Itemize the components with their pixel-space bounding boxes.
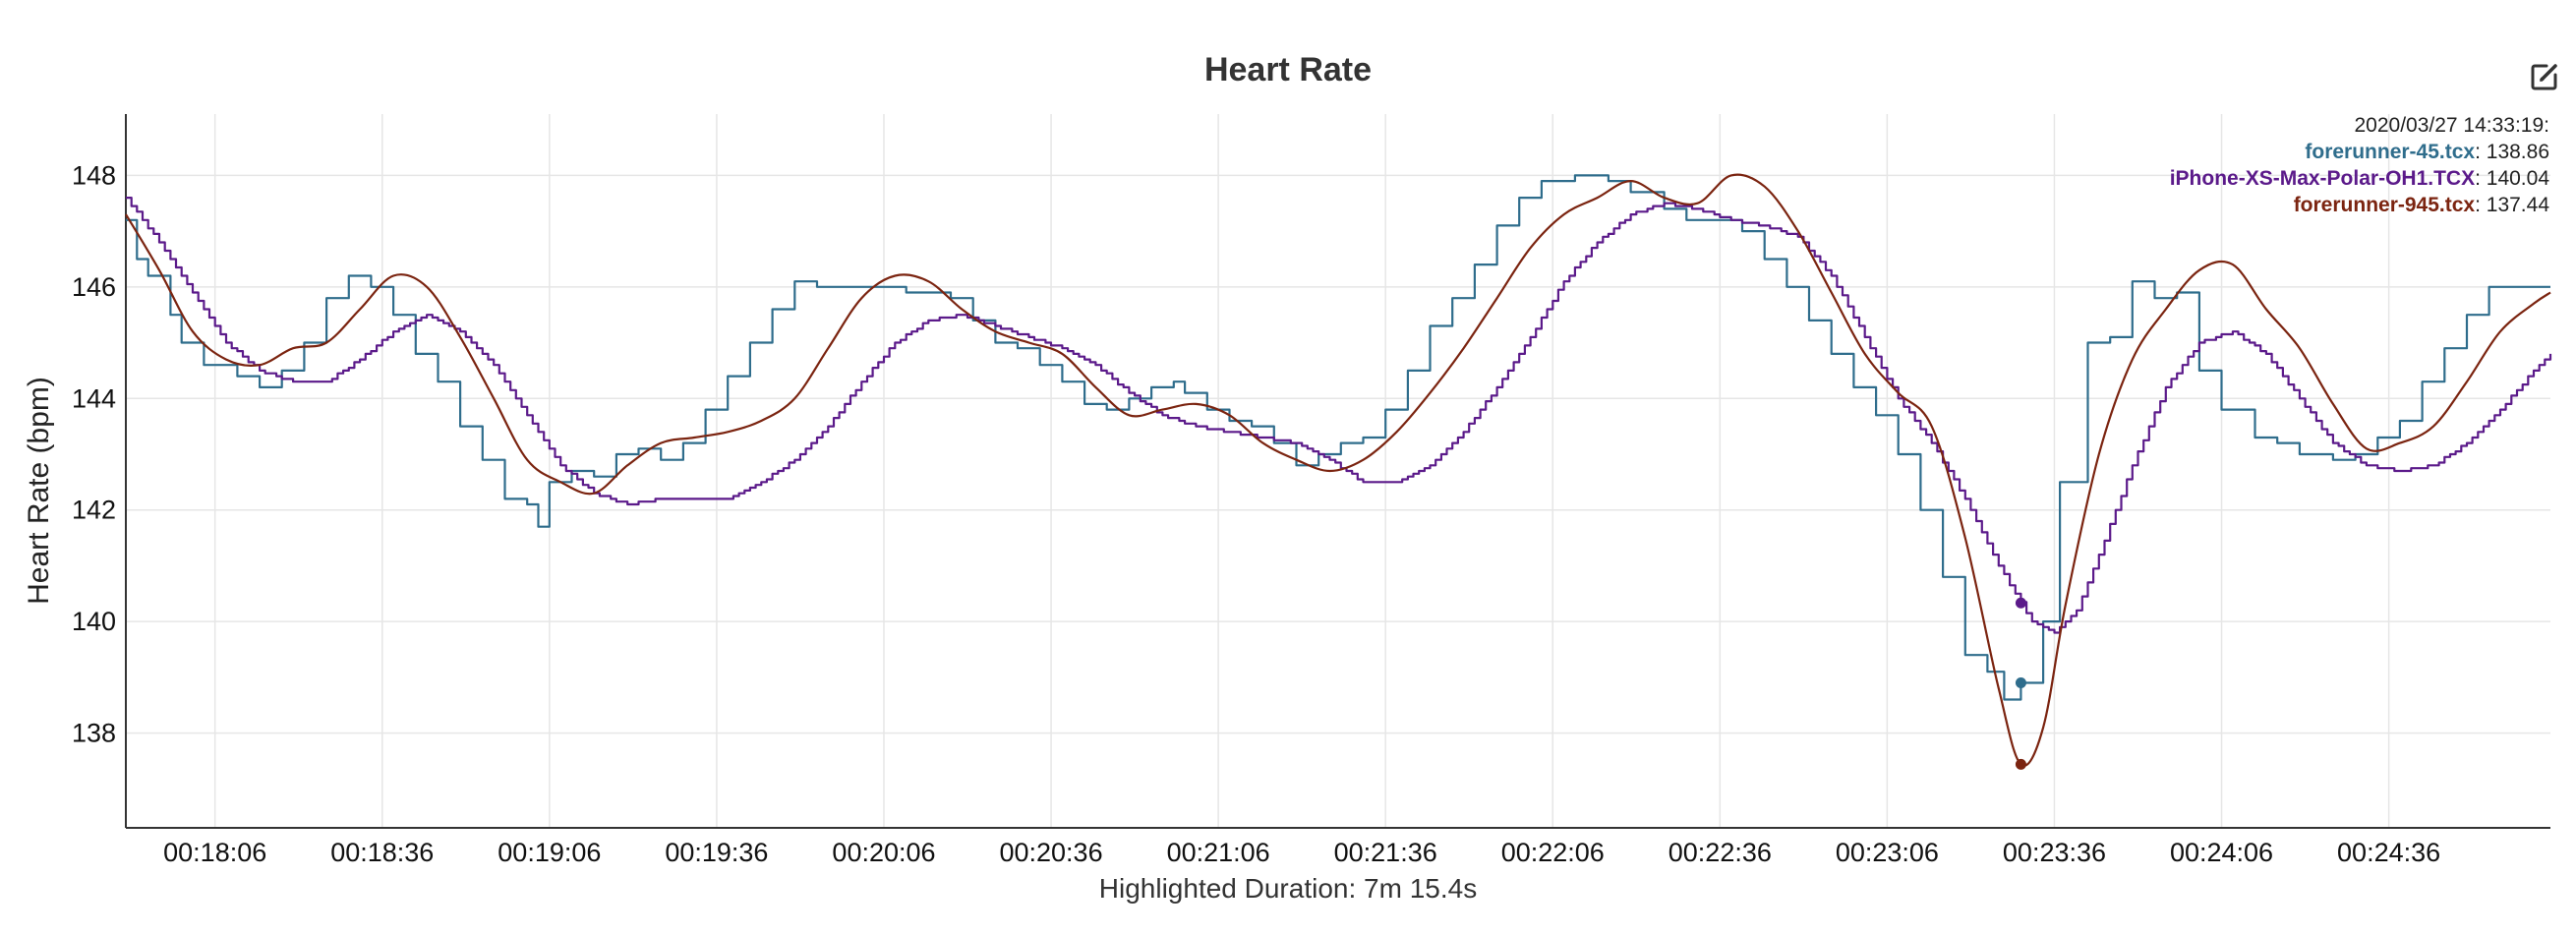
legend-entry: iPhone-XS-Max-Polar-OH1.TCX: 140.04 xyxy=(2169,167,2549,190)
y-tick-label: 146 xyxy=(72,272,116,302)
x-tick-label: 00:20:06 xyxy=(832,838,935,867)
legend-entry: forerunner-45.tcx: 138.86 xyxy=(2305,141,2549,163)
legend-series-name: forerunner-45.tcx xyxy=(2305,141,2476,163)
y-tick-label: 138 xyxy=(72,719,116,748)
legend-timestamp: 2020/03/27 14:33:19: xyxy=(2354,114,2549,137)
legend-entry: forerunner-945.tcx: 137.44 xyxy=(2293,194,2549,216)
series-line-0 xyxy=(126,174,2550,701)
x-tick-label: 00:18:06 xyxy=(163,838,266,867)
axes xyxy=(125,114,2550,829)
y-tick-label: 140 xyxy=(72,607,116,636)
y-tick-label: 148 xyxy=(72,160,116,190)
legend-series-value: 140.04 xyxy=(2486,167,2549,190)
x-tick-label: 00:20:36 xyxy=(999,838,1102,867)
chart-title: Heart Rate xyxy=(1203,51,1373,88)
highlight-point-2 xyxy=(2015,758,2026,770)
y-tick-label: 144 xyxy=(72,383,116,413)
x-tick-label: 00:24:36 xyxy=(2337,838,2440,867)
legend: 2020/03/27 14:33:19: forerunner-45.tcx: … xyxy=(2170,112,2549,218)
legend-series-value: 138.86 xyxy=(2486,141,2549,163)
x-tick-label: 00:19:06 xyxy=(498,838,601,867)
x-tick-label: 00:23:06 xyxy=(1836,838,1939,867)
x-axis-label: Highlighted Duration: 7m 15.4s xyxy=(1098,873,1478,904)
highlight-point-1 xyxy=(2015,597,2026,609)
x-tick-label: 00:22:36 xyxy=(1669,838,1772,867)
x-tick-label: 00:23:36 xyxy=(2003,838,2106,867)
series-line-2 xyxy=(125,173,2551,767)
y-axis-label: Heart Rate (bpm) xyxy=(23,377,55,605)
legend-series-name: iPhone-XS-Max-Polar-OH1.TCX xyxy=(2169,167,2476,190)
y-tick-label: 142 xyxy=(72,496,116,525)
x-tick-label: 00:24:06 xyxy=(2170,838,2273,867)
series-lines xyxy=(125,173,2552,767)
x-tick-label: 00:21:06 xyxy=(1167,838,1270,867)
edit-chart-icon[interactable] xyxy=(2529,61,2560,92)
gridlines xyxy=(126,114,2550,828)
x-tick-label: 00:21:36 xyxy=(1334,838,1437,867)
highlight-point-0 xyxy=(2015,677,2026,689)
legend-series-value: 137.44 xyxy=(2486,194,2549,216)
series-line-1 xyxy=(126,197,2552,634)
x-tick-label: 00:19:36 xyxy=(665,838,768,867)
legend-series-name: forerunner-945.tcx xyxy=(2293,194,2476,216)
highlight-markers xyxy=(2015,597,2026,770)
x-tick-label: 00:22:06 xyxy=(1501,838,1605,867)
x-tick-label: 00:18:36 xyxy=(330,838,434,867)
tick-labels: 00:18:06 00:18:36 00:19:06 00:19:36 00:20:06… xyxy=(72,160,2440,867)
